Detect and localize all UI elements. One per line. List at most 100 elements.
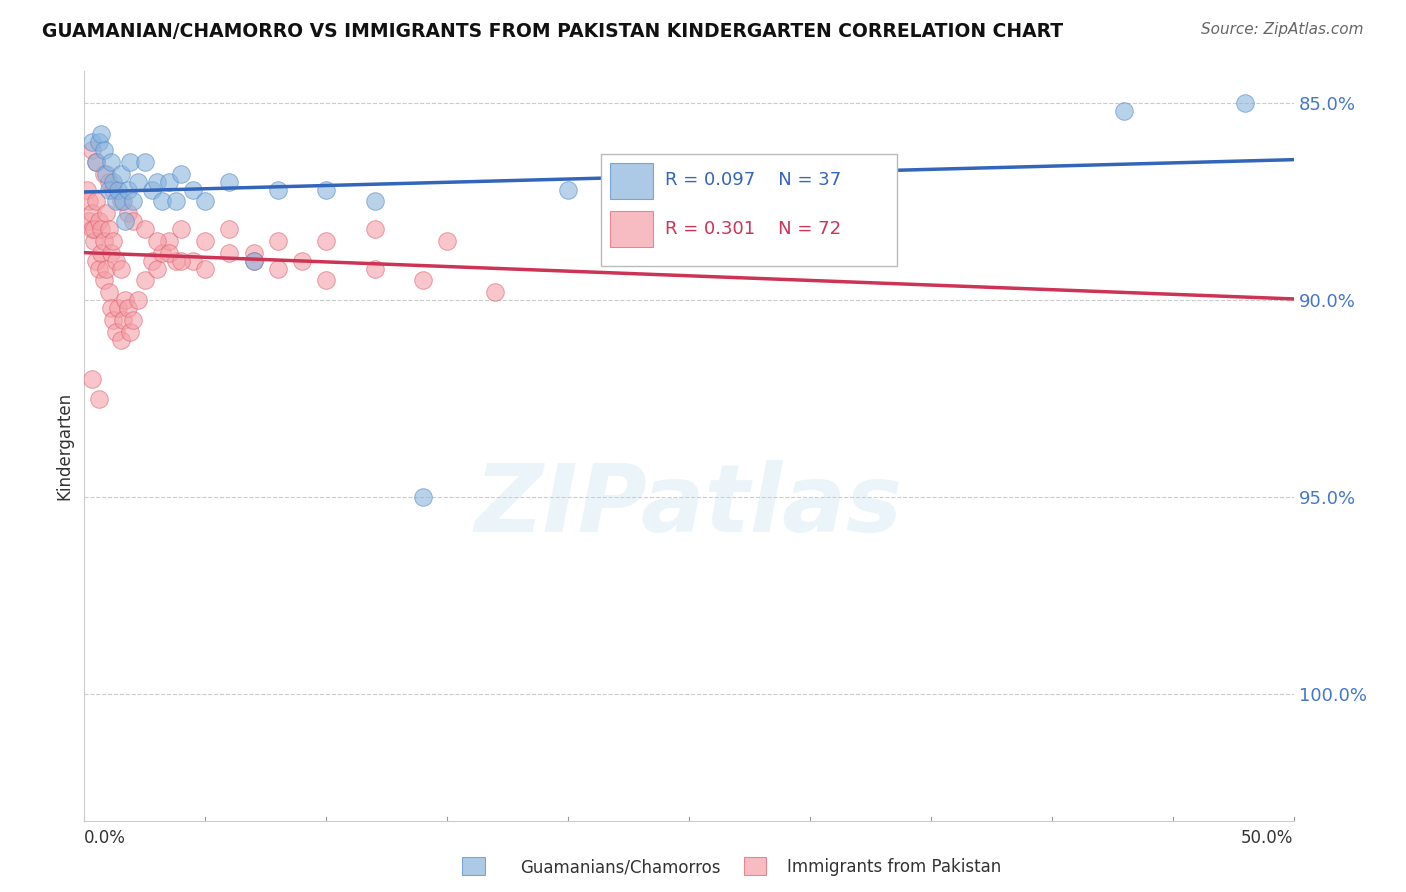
Point — [93, 143, 115, 157]
Point — [363, 194, 385, 209]
Point — [80, 372, 103, 386]
Point — [77, 194, 100, 209]
Point — [194, 194, 217, 209]
Point — [87, 392, 110, 406]
Point — [141, 253, 163, 268]
Point — [104, 253, 127, 268]
Point — [110, 261, 132, 276]
Point — [100, 155, 122, 169]
Point — [83, 234, 105, 248]
Point — [87, 136, 110, 150]
Point — [80, 136, 103, 150]
Text: R = 0.097    N = 37: R = 0.097 N = 37 — [665, 171, 841, 189]
Text: Guamanians/Chamorros: Guamanians/Chamorros — [520, 858, 721, 876]
Point — [97, 175, 120, 189]
Point — [127, 293, 149, 307]
Point — [134, 155, 156, 169]
Point — [86, 253, 108, 268]
Point — [165, 194, 187, 209]
Point — [93, 273, 115, 287]
Point — [436, 234, 458, 248]
Point — [150, 194, 173, 209]
Point — [97, 285, 120, 300]
Point — [146, 175, 169, 189]
Point — [170, 222, 193, 236]
Point — [150, 245, 173, 260]
Point — [80, 143, 103, 157]
Point — [104, 194, 127, 209]
Point — [112, 313, 135, 327]
Point — [86, 194, 108, 209]
Text: GUAMANIAN/CHAMORRO VS IMMIGRANTS FROM PAKISTAN KINDERGARTEN CORRELATION CHART: GUAMANIAN/CHAMORRO VS IMMIGRANTS FROM PA… — [42, 22, 1063, 41]
Point — [267, 261, 290, 276]
Point — [103, 183, 125, 197]
Point — [242, 245, 264, 260]
Point — [107, 301, 129, 315]
Point — [157, 234, 180, 248]
Point — [1114, 103, 1136, 118]
Point — [134, 273, 156, 287]
Point — [242, 253, 264, 268]
Point — [76, 183, 98, 197]
Point — [87, 214, 110, 228]
Y-axis label: Kindergarten: Kindergarten — [55, 392, 73, 500]
Point — [97, 222, 120, 236]
Point — [194, 261, 217, 276]
Point — [267, 183, 290, 197]
Point — [181, 253, 204, 268]
Point — [146, 234, 169, 248]
Point — [86, 155, 108, 169]
Point — [77, 214, 100, 228]
Point — [557, 183, 579, 197]
Point — [291, 253, 314, 268]
Point — [107, 183, 129, 197]
Point — [194, 234, 217, 248]
Point — [86, 155, 108, 169]
Point — [110, 167, 132, 181]
Text: Immigrants from Pakistan: Immigrants from Pakistan — [787, 858, 1001, 876]
Point — [170, 167, 193, 181]
Point — [120, 325, 142, 339]
Text: 0.0%: 0.0% — [84, 829, 127, 847]
Point — [112, 194, 135, 209]
Point — [114, 293, 136, 307]
Point — [218, 222, 240, 236]
Point — [267, 234, 290, 248]
Text: ZIPatlas: ZIPatlas — [475, 460, 903, 552]
Point — [127, 175, 149, 189]
Point — [83, 222, 105, 236]
Point — [100, 301, 122, 315]
Point — [157, 245, 180, 260]
FancyBboxPatch shape — [610, 162, 652, 199]
Point — [94, 261, 117, 276]
Point — [90, 222, 112, 236]
Point — [412, 490, 434, 504]
Point — [315, 273, 337, 287]
Point — [104, 325, 127, 339]
Point — [146, 261, 169, 276]
Point — [315, 234, 337, 248]
Point — [80, 222, 103, 236]
Point — [157, 175, 180, 189]
Point — [110, 333, 132, 347]
Point — [412, 273, 434, 287]
Point — [90, 128, 112, 142]
FancyBboxPatch shape — [600, 153, 897, 266]
Point — [114, 214, 136, 228]
Point — [94, 167, 117, 181]
Point — [1234, 95, 1257, 110]
Point — [218, 175, 240, 189]
Point — [218, 245, 240, 260]
Point — [103, 234, 125, 248]
Point — [165, 253, 187, 268]
Point — [120, 155, 142, 169]
Point — [134, 222, 156, 236]
Point — [117, 183, 139, 197]
FancyBboxPatch shape — [610, 211, 652, 247]
Text: 50.0%: 50.0% — [1241, 829, 1294, 847]
Text: Source: ZipAtlas.com: Source: ZipAtlas.com — [1201, 22, 1364, 37]
Point — [103, 175, 125, 189]
Point — [678, 167, 700, 181]
Point — [103, 313, 125, 327]
Point — [141, 183, 163, 197]
